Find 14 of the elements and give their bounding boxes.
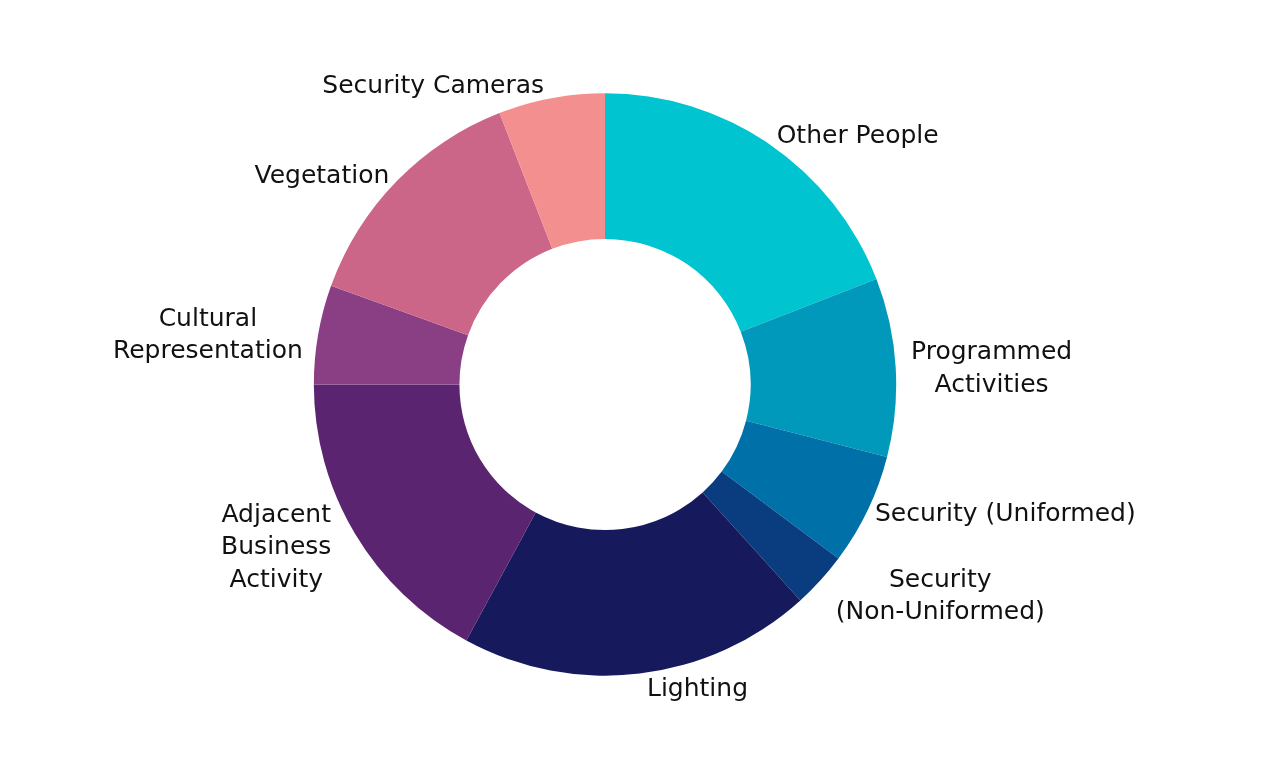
donut-slice: [499, 93, 606, 249]
slice-label: Vegetation: [254, 159, 390, 189]
donut-slice: [313, 285, 469, 385]
slice-label: Security Cameras: [322, 69, 545, 99]
slice-label: Cultural Representation: [112, 302, 303, 365]
donut-slice: [702, 471, 839, 601]
slice-label: Adjacent Business Activity: [221, 498, 332, 593]
slice-label: Security (Non-Uniformed): [835, 563, 1045, 626]
slice-label: Lighting: [646, 673, 749, 703]
slice-label: Other People: [776, 119, 939, 149]
slice-label: Security (Uniformed): [874, 498, 1136, 528]
slice-label: Programmed Activities: [911, 336, 1073, 398]
donut-slice: [466, 492, 801, 676]
donut-slice: [740, 279, 897, 457]
